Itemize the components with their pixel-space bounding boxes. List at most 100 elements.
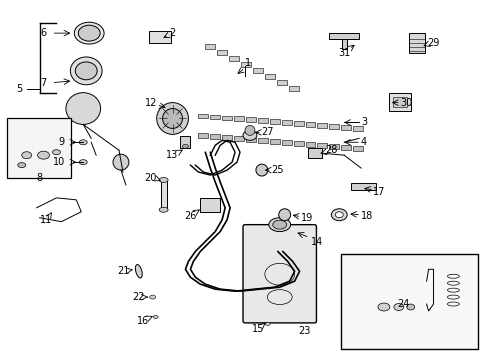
Bar: [317, 123, 326, 129]
Bar: [222, 116, 232, 121]
Text: 16: 16: [136, 316, 149, 326]
Ellipse shape: [153, 315, 158, 319]
Text: 15: 15: [251, 324, 264, 334]
Bar: [210, 114, 220, 120]
Bar: [7, 118, 71, 178]
Bar: [293, 141, 303, 146]
Ellipse shape: [159, 177, 168, 183]
Bar: [161, 180, 166, 210]
Text: 20: 20: [144, 173, 157, 183]
Bar: [388, 93, 410, 111]
Ellipse shape: [38, 151, 49, 159]
Ellipse shape: [243, 130, 256, 140]
Bar: [222, 135, 232, 140]
Text: 23: 23: [298, 326, 310, 336]
Bar: [342, 39, 346, 49]
Text: 12: 12: [144, 98, 157, 108]
Bar: [217, 50, 226, 55]
Bar: [276, 80, 286, 85]
Text: 6: 6: [41, 28, 46, 38]
Text: 10: 10: [53, 157, 65, 167]
Ellipse shape: [21, 152, 32, 159]
Ellipse shape: [135, 265, 142, 278]
Bar: [257, 138, 267, 143]
Ellipse shape: [393, 303, 403, 310]
Bar: [210, 134, 220, 139]
Ellipse shape: [406, 304, 414, 310]
Bar: [180, 136, 190, 148]
Text: 27: 27: [261, 127, 273, 138]
Text: 8: 8: [37, 173, 42, 183]
Text: 3: 3: [360, 117, 366, 127]
Text: 2: 2: [169, 28, 175, 38]
Bar: [198, 133, 208, 138]
Bar: [305, 142, 315, 147]
Bar: [288, 86, 298, 91]
Bar: [241, 62, 250, 67]
Text: 25: 25: [271, 165, 284, 175]
Bar: [148, 31, 170, 43]
Ellipse shape: [79, 159, 87, 165]
Bar: [307, 148, 322, 158]
Bar: [257, 118, 267, 123]
Ellipse shape: [18, 163, 26, 168]
Text: 21: 21: [117, 266, 129, 276]
Ellipse shape: [272, 220, 286, 229]
Text: 18: 18: [360, 211, 372, 221]
Bar: [352, 146, 362, 151]
Bar: [341, 145, 350, 150]
Bar: [245, 117, 255, 122]
Text: 28: 28: [325, 145, 337, 155]
Ellipse shape: [149, 295, 155, 299]
Bar: [205, 44, 215, 49]
Text: 11: 11: [41, 215, 53, 225]
Ellipse shape: [335, 212, 343, 218]
Ellipse shape: [265, 323, 270, 325]
Ellipse shape: [75, 62, 97, 80]
Bar: [408, 33, 424, 53]
Ellipse shape: [331, 209, 346, 221]
Text: 4: 4: [360, 137, 366, 147]
Bar: [198, 113, 208, 118]
Bar: [328, 125, 339, 129]
Ellipse shape: [182, 144, 188, 148]
Bar: [234, 117, 244, 121]
Circle shape: [113, 154, 129, 170]
Bar: [229, 56, 239, 61]
Bar: [269, 120, 279, 125]
Bar: [392, 96, 406, 107]
Circle shape: [278, 209, 290, 221]
Text: 7: 7: [41, 78, 46, 88]
Text: 30: 30: [400, 98, 412, 108]
Text: 1: 1: [244, 58, 250, 68]
Bar: [269, 139, 279, 144]
Bar: [350, 183, 375, 190]
Ellipse shape: [66, 93, 101, 125]
Text: 29: 29: [427, 38, 439, 48]
Bar: [200, 198, 220, 212]
Ellipse shape: [70, 57, 102, 85]
Bar: [281, 121, 291, 125]
Text: 5: 5: [17, 84, 23, 94]
Circle shape: [156, 103, 188, 134]
Text: 9: 9: [58, 137, 64, 147]
Circle shape: [244, 125, 254, 135]
Bar: [341, 255, 477, 349]
Ellipse shape: [78, 25, 100, 41]
Bar: [328, 33, 358, 39]
Circle shape: [163, 109, 182, 129]
Circle shape: [255, 164, 267, 176]
Text: 31: 31: [337, 48, 349, 58]
Bar: [234, 136, 244, 141]
Text: 19: 19: [301, 213, 313, 223]
FancyBboxPatch shape: [243, 225, 316, 323]
Ellipse shape: [159, 207, 168, 212]
Bar: [264, 74, 274, 79]
Bar: [245, 137, 255, 142]
Bar: [293, 121, 303, 126]
Text: 14: 14: [311, 237, 323, 247]
Text: 22: 22: [132, 292, 145, 302]
Ellipse shape: [377, 303, 389, 311]
Ellipse shape: [268, 218, 290, 231]
Bar: [328, 144, 339, 149]
